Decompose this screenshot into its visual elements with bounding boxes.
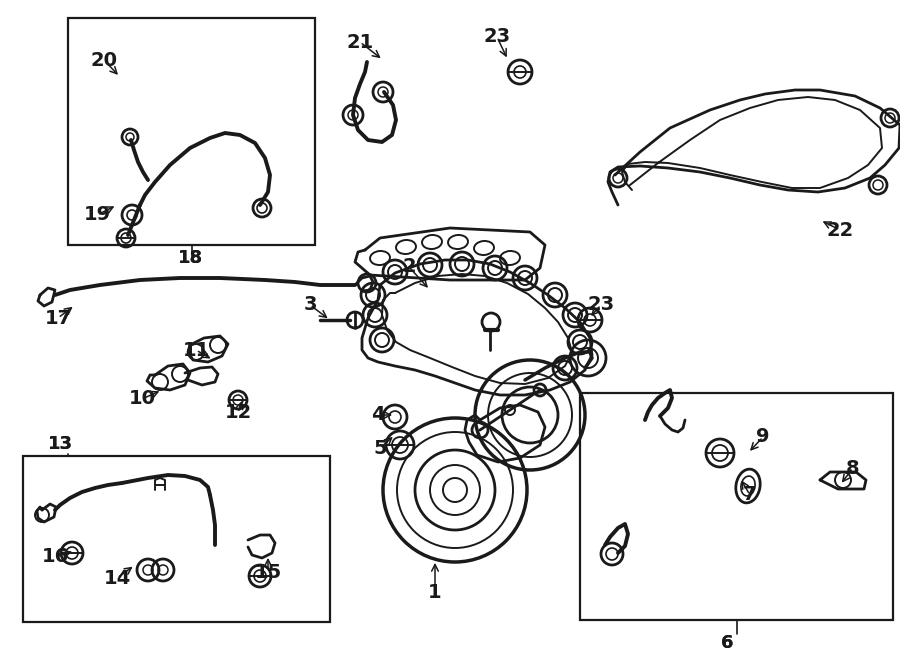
Bar: [23, 456, 330, 622]
Text: 13: 13: [48, 435, 73, 453]
Bar: [68, 18, 315, 245]
Text: 18: 18: [178, 249, 203, 267]
Text: 9: 9: [756, 428, 770, 446]
Text: 1: 1: [428, 583, 442, 602]
Text: 16: 16: [41, 547, 68, 565]
Text: 21: 21: [346, 32, 374, 52]
Text: 2: 2: [402, 258, 416, 277]
Text: 15: 15: [255, 563, 282, 581]
Text: 12: 12: [224, 404, 252, 422]
Text: 11: 11: [183, 340, 210, 359]
Text: 6: 6: [721, 634, 734, 652]
Text: 20: 20: [91, 50, 118, 70]
Text: 23: 23: [588, 295, 615, 314]
Text: 6: 6: [721, 634, 734, 652]
Text: 14: 14: [104, 569, 130, 587]
Text: 8: 8: [846, 459, 860, 477]
Text: 10: 10: [129, 389, 156, 408]
Text: 5: 5: [374, 438, 387, 457]
Text: 3: 3: [303, 295, 317, 314]
Text: 22: 22: [826, 220, 853, 240]
Text: 4: 4: [371, 406, 385, 424]
Text: 18: 18: [178, 249, 203, 267]
Text: 17: 17: [44, 308, 72, 328]
Bar: [580, 393, 893, 620]
Text: 13: 13: [48, 435, 73, 453]
Text: 19: 19: [84, 205, 111, 224]
Text: 7: 7: [743, 485, 757, 504]
Text: 23: 23: [483, 28, 510, 46]
